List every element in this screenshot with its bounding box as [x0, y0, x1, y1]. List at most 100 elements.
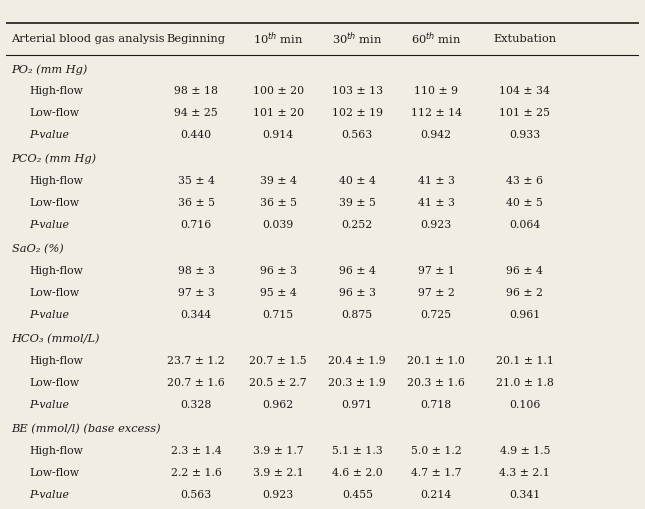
Text: 0.718: 0.718 [421, 400, 452, 410]
Text: 4.9 ± 1.5: 4.9 ± 1.5 [499, 446, 550, 456]
Text: 41 ± 3: 41 ± 3 [418, 176, 455, 186]
Text: 103 ± 13: 103 ± 13 [332, 87, 383, 96]
Text: 0.962: 0.962 [263, 400, 294, 410]
Text: 40 ± 4: 40 ± 4 [339, 176, 375, 186]
Text: 0.106: 0.106 [509, 400, 541, 410]
Text: 0.064: 0.064 [509, 220, 541, 230]
Text: 0.933: 0.933 [509, 130, 541, 140]
Text: 0.971: 0.971 [342, 400, 373, 410]
Text: 40 ± 5: 40 ± 5 [506, 198, 543, 208]
Text: P-value: P-value [29, 130, 69, 140]
Text: 60$^{th}$ min: 60$^{th}$ min [412, 31, 461, 47]
Text: HCO₃ (mmol/L): HCO₃ (mmol/L) [12, 334, 100, 344]
Text: 0.252: 0.252 [342, 220, 373, 230]
Text: Low-flow: Low-flow [29, 288, 79, 298]
Text: 97 ± 3: 97 ± 3 [177, 288, 215, 298]
Text: 0.563: 0.563 [181, 490, 212, 500]
Text: 0.715: 0.715 [263, 310, 294, 320]
Text: 0.914: 0.914 [263, 130, 294, 140]
Text: 5.1 ± 1.3: 5.1 ± 1.3 [332, 446, 382, 456]
Text: 100 ± 20: 100 ± 20 [253, 87, 304, 96]
Text: 3.9 ± 2.1: 3.9 ± 2.1 [253, 468, 304, 478]
Text: 20.1 ± 1.1: 20.1 ± 1.1 [496, 356, 553, 366]
Text: SaO₂ (%): SaO₂ (%) [12, 244, 63, 254]
Text: 94 ± 25: 94 ± 25 [174, 108, 218, 118]
Text: 0.328: 0.328 [181, 400, 212, 410]
Text: 0.440: 0.440 [181, 130, 212, 140]
Text: 36 ± 5: 36 ± 5 [260, 198, 297, 208]
Text: 96 ± 4: 96 ± 4 [339, 266, 375, 276]
Text: Beginning: Beginning [166, 34, 226, 44]
Text: 0.563: 0.563 [342, 130, 373, 140]
Text: 20.3 ± 1.9: 20.3 ± 1.9 [328, 378, 386, 388]
Text: Arterial blood gas analysis: Arterial blood gas analysis [12, 34, 165, 44]
Text: 20.1 ± 1.0: 20.1 ± 1.0 [408, 356, 465, 366]
Text: 2.2 ± 1.6: 2.2 ± 1.6 [171, 468, 221, 478]
Text: 97 ± 2: 97 ± 2 [418, 288, 455, 298]
Text: 101 ± 20: 101 ± 20 [253, 108, 304, 118]
Text: P-value: P-value [29, 400, 69, 410]
Text: 20.4 ± 1.9: 20.4 ± 1.9 [328, 356, 386, 366]
Text: 20.3 ± 1.6: 20.3 ± 1.6 [408, 378, 465, 388]
Text: 112 ± 14: 112 ± 14 [411, 108, 462, 118]
Text: 0.923: 0.923 [421, 220, 452, 230]
Text: 96 ± 4: 96 ± 4 [506, 266, 543, 276]
Text: Low-flow: Low-flow [29, 108, 79, 118]
Text: 43 ± 6: 43 ± 6 [506, 176, 543, 186]
Text: Low-flow: Low-flow [29, 378, 79, 388]
Text: 101 ± 25: 101 ± 25 [499, 108, 550, 118]
Text: 36 ± 5: 36 ± 5 [177, 198, 215, 208]
Text: 21.0 ± 1.8: 21.0 ± 1.8 [496, 378, 553, 388]
Text: 102 ± 19: 102 ± 19 [332, 108, 382, 118]
Text: 95 ± 4: 95 ± 4 [260, 288, 297, 298]
Text: 5.0 ± 1.2: 5.0 ± 1.2 [411, 446, 462, 456]
Text: 30$^{th}$ min: 30$^{th}$ min [332, 31, 382, 47]
Text: PCO₂ (mm Hg): PCO₂ (mm Hg) [12, 154, 97, 164]
Text: 20.7 ± 1.5: 20.7 ± 1.5 [250, 356, 307, 366]
Text: 110 ± 9: 110 ± 9 [414, 87, 459, 96]
Text: BE (mmol/l) (base excess): BE (mmol/l) (base excess) [12, 424, 161, 434]
Text: Low-flow: Low-flow [29, 198, 79, 208]
Text: 0.923: 0.923 [263, 490, 294, 500]
Text: 0.875: 0.875 [342, 310, 373, 320]
Text: 20.5 ± 2.7: 20.5 ± 2.7 [250, 378, 307, 388]
Text: 0.039: 0.039 [263, 220, 294, 230]
Text: 3.9 ± 1.7: 3.9 ± 1.7 [253, 446, 304, 456]
Text: P-value: P-value [29, 490, 69, 500]
Text: 39 ± 5: 39 ± 5 [339, 198, 375, 208]
Text: 23.7 ± 1.2: 23.7 ± 1.2 [167, 356, 225, 366]
Text: High-flow: High-flow [29, 87, 83, 96]
Text: 0.961: 0.961 [509, 310, 541, 320]
Text: 4.7 ± 1.7: 4.7 ± 1.7 [411, 468, 462, 478]
Text: 0.455: 0.455 [342, 490, 373, 500]
Text: 0.716: 0.716 [181, 220, 212, 230]
Text: 39 ± 4: 39 ± 4 [260, 176, 297, 186]
Text: 0.341: 0.341 [509, 490, 541, 500]
Text: 0.344: 0.344 [181, 310, 212, 320]
Text: P-value: P-value [29, 310, 69, 320]
Text: High-flow: High-flow [29, 176, 83, 186]
Text: 10$^{th}$ min: 10$^{th}$ min [253, 31, 303, 47]
Text: Extubation: Extubation [493, 34, 557, 44]
Text: 35 ± 4: 35 ± 4 [177, 176, 215, 186]
Text: 20.7 ± 1.6: 20.7 ± 1.6 [167, 378, 225, 388]
Text: 0.725: 0.725 [421, 310, 452, 320]
Text: High-flow: High-flow [29, 356, 83, 366]
Text: 98 ± 18: 98 ± 18 [174, 87, 218, 96]
Text: 104 ± 34: 104 ± 34 [499, 87, 550, 96]
Text: Low-flow: Low-flow [29, 468, 79, 478]
Text: 4.6 ± 2.0: 4.6 ± 2.0 [332, 468, 382, 478]
Text: 4.3 ± 2.1: 4.3 ± 2.1 [499, 468, 550, 478]
Text: 96 ± 3: 96 ± 3 [260, 266, 297, 276]
Text: 0.942: 0.942 [421, 130, 452, 140]
Text: 41 ± 3: 41 ± 3 [418, 198, 455, 208]
Text: 0.214: 0.214 [421, 490, 452, 500]
Text: 97 ± 1: 97 ± 1 [418, 266, 455, 276]
Text: P-value: P-value [29, 220, 69, 230]
Text: 96 ± 2: 96 ± 2 [506, 288, 543, 298]
Text: 2.3 ± 1.4: 2.3 ± 1.4 [171, 446, 221, 456]
Text: 98 ± 3: 98 ± 3 [177, 266, 215, 276]
Text: High-flow: High-flow [29, 446, 83, 456]
Text: 96 ± 3: 96 ± 3 [339, 288, 376, 298]
Text: PO₂ (mm Hg): PO₂ (mm Hg) [12, 64, 88, 74]
